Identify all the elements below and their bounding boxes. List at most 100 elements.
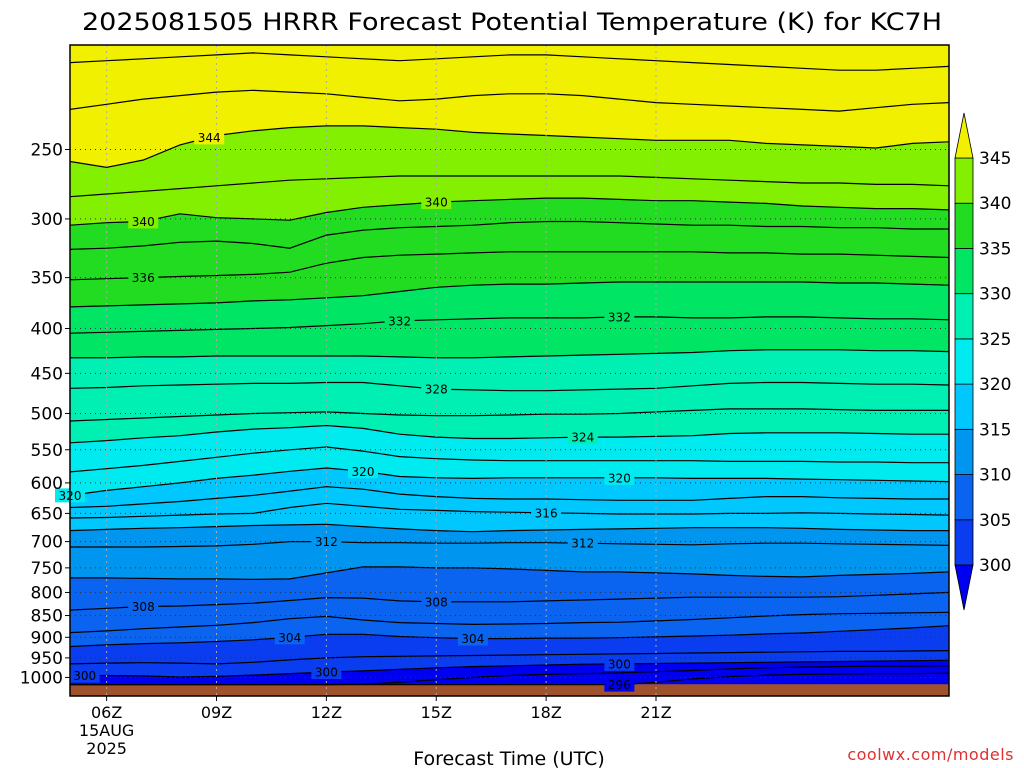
x-tick-sublabel: 2025 (86, 739, 127, 758)
isentrope-328 (70, 381, 949, 392)
y-tick-label-850: 850 (31, 607, 63, 627)
colorbar-bin-340 (954, 157, 974, 204)
contour-label-bg (128, 214, 159, 229)
isentrope-330 (70, 349, 949, 359)
colorbar-bin-305 (954, 474, 974, 521)
contour-label-bg (457, 631, 488, 646)
colorbar-label-330: 330 (979, 285, 1011, 305)
x-tick-label-15Z: 15Z (421, 703, 452, 722)
y-tick-label-250: 250 (31, 141, 63, 161)
contour-label-332: 332 (388, 314, 411, 328)
contour-label-312: 312 (315, 535, 338, 549)
contour-label-304: 304 (461, 632, 484, 646)
contour-label-332: 332 (608, 310, 631, 324)
contour-label-308: 308 (425, 595, 448, 609)
x-tick-label-12Z: 12Z (311, 703, 342, 722)
x-tick-label-06Z: 06Z (91, 703, 122, 722)
y-tick-label-550: 550 (31, 441, 63, 461)
contour-label-bg (531, 505, 562, 520)
y-tick-label-400: 400 (31, 319, 63, 339)
colorbar-bin-335 (954, 202, 974, 249)
contour-label-300: 300 (608, 657, 631, 671)
y-tick-label-650: 650 (31, 504, 63, 524)
contour-label-bg (311, 665, 342, 680)
contour-label-bg (604, 677, 635, 692)
isentrope-324 (70, 424, 949, 444)
colorbar-bin-325 (954, 293, 974, 340)
colorbar-extend-low (954, 564, 974, 611)
contour-label-bg (128, 599, 159, 614)
colorbar-bin-310 (954, 428, 974, 475)
contour-label-308: 308 (132, 600, 155, 614)
colorbar-bin-330 (954, 248, 974, 295)
isentrope-340 (70, 197, 949, 226)
contour-label-324: 324 (571, 431, 594, 445)
x-tick-label-18Z: 18Z (530, 703, 561, 722)
colorbar-label-345: 345 (979, 149, 1011, 169)
isentrope-322 (70, 446, 949, 473)
contour-label-316: 316 (535, 506, 558, 520)
y-tick-label-1000: 1000 (20, 668, 63, 688)
y-tick-label-700: 700 (31, 533, 63, 553)
isentrope-332 (70, 316, 949, 334)
contour-label-bg (604, 470, 635, 485)
contour-label-bg (194, 130, 225, 145)
contour-label-328: 328 (425, 383, 448, 397)
colorbar-label-335: 335 (979, 239, 1011, 259)
contour-label-bg (274, 630, 305, 645)
y-tick-label-600: 600 (31, 474, 63, 494)
y-tick-label-750: 750 (31, 559, 63, 579)
x-tick-sublabel: 15AUG (79, 721, 134, 740)
isentrope-348 (70, 52, 949, 71)
contour-label-320: 320 (352, 465, 375, 479)
isentrope-304 (70, 625, 949, 648)
contour-label-bg (69, 668, 100, 683)
contour-label-bg (567, 536, 598, 551)
y-tick-label-450: 450 (31, 364, 63, 384)
colorbar-label-340: 340 (979, 194, 1011, 214)
contour-label-bg (128, 270, 159, 285)
contour-label-bg (604, 656, 635, 671)
plot-frame (69, 44, 950, 697)
contour-label-bg (348, 464, 378, 479)
x-tick-label-21Z: 21Z (640, 703, 671, 722)
y-tick-label-900: 900 (31, 628, 63, 648)
contour-label-bg (604, 309, 635, 324)
isentrope-312 (70, 541, 949, 548)
isentrope-306 (70, 611, 949, 634)
isentrope-310 (70, 566, 949, 581)
colorbar-extend-high (954, 112, 974, 159)
contour-label-336: 336 (132, 271, 155, 285)
colorbar-label-305: 305 (979, 511, 1011, 531)
colorbar-label-300: 300 (979, 556, 1011, 576)
colorbar-label-315: 315 (979, 420, 1011, 440)
isentrope-342 (70, 175, 949, 198)
contour-label-320: 320 (608, 471, 631, 485)
contour-label-bg (384, 313, 415, 328)
contour-label-300: 300 (73, 669, 96, 683)
isentrope-318 (70, 486, 949, 509)
isentrope-326 (70, 408, 949, 422)
contour-label-bg (421, 382, 452, 397)
contour-label-bg (311, 534, 342, 549)
contour-label-bg (421, 195, 452, 210)
contour-label-304: 304 (278, 631, 301, 645)
x-tick-label-09Z: 09Z (201, 703, 232, 722)
contour-label-344: 344 (198, 131, 221, 145)
colorbar-bin-320 (954, 338, 974, 385)
y-tick-label-800: 800 (31, 583, 63, 603)
isentrope-346 (70, 89, 949, 112)
contour-label-340: 340 (425, 196, 448, 210)
surface-terrain (70, 684, 949, 696)
isentrope-336 (70, 251, 949, 281)
y-tick-label-350: 350 (31, 269, 63, 289)
contour-label-bg (421, 594, 452, 609)
colorbar-bin-315 (954, 383, 974, 430)
y-tick-label-500: 500 (31, 404, 63, 424)
colorbar-label-325: 325 (979, 330, 1011, 350)
contour-label-312: 312 (571, 537, 594, 551)
colorbar-label-320: 320 (979, 375, 1011, 395)
isentrope-334 (70, 281, 949, 308)
contour-label-300: 300 (315, 666, 338, 680)
